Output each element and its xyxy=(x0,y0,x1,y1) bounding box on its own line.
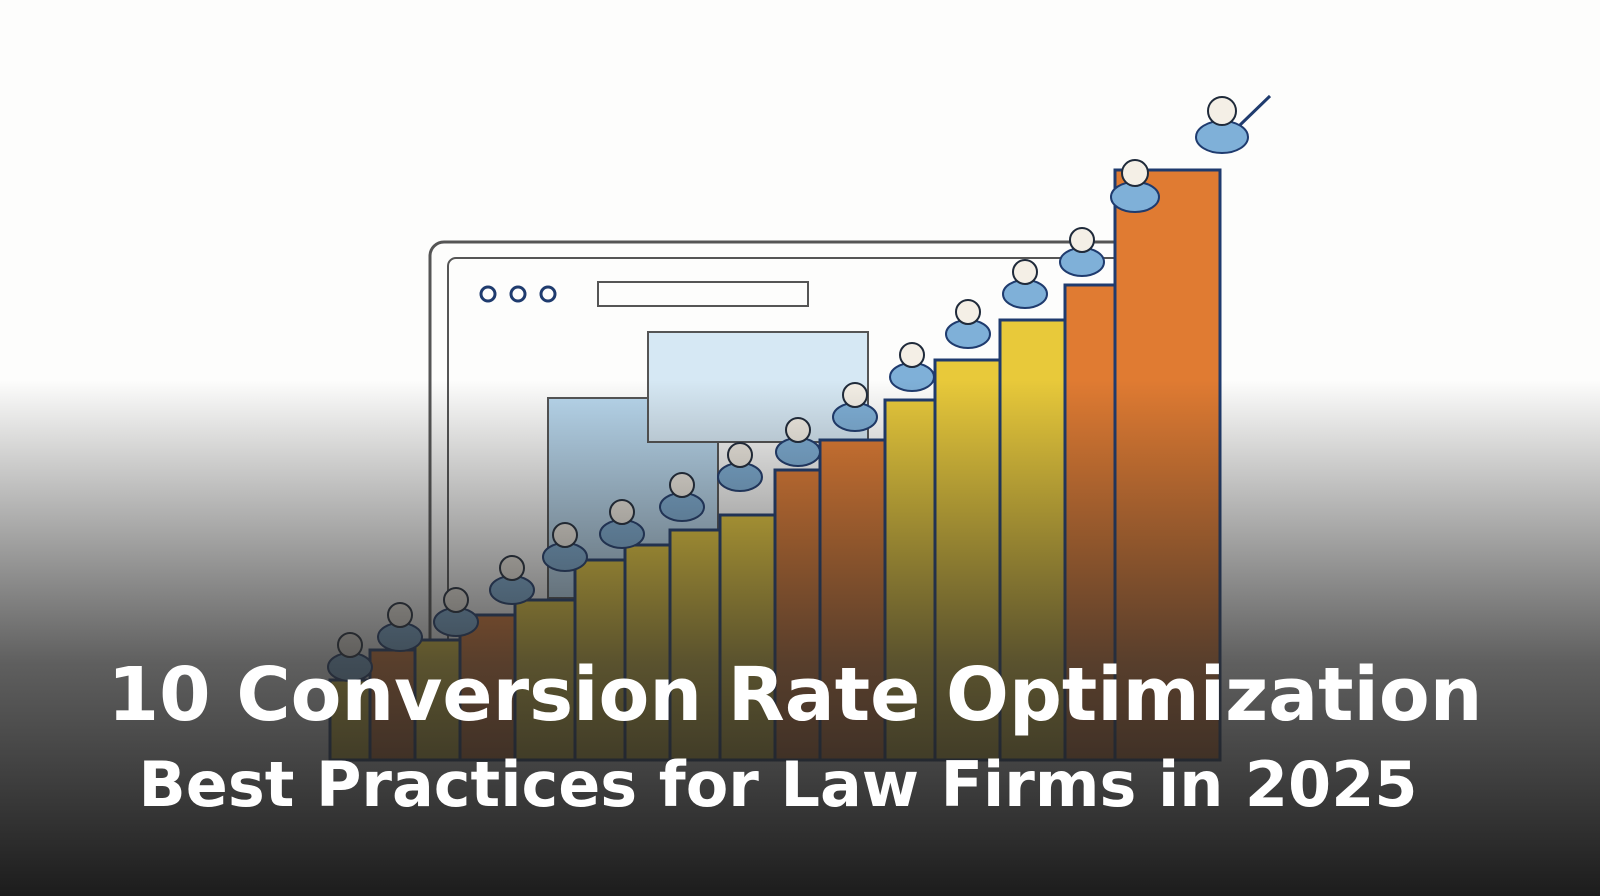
title-line-2: Best Practices for Law Firms in 2025 xyxy=(139,748,1418,821)
title-line-1: 10 Conversion Rate Optimization xyxy=(108,652,1483,738)
gradient-overlay xyxy=(0,380,1600,896)
